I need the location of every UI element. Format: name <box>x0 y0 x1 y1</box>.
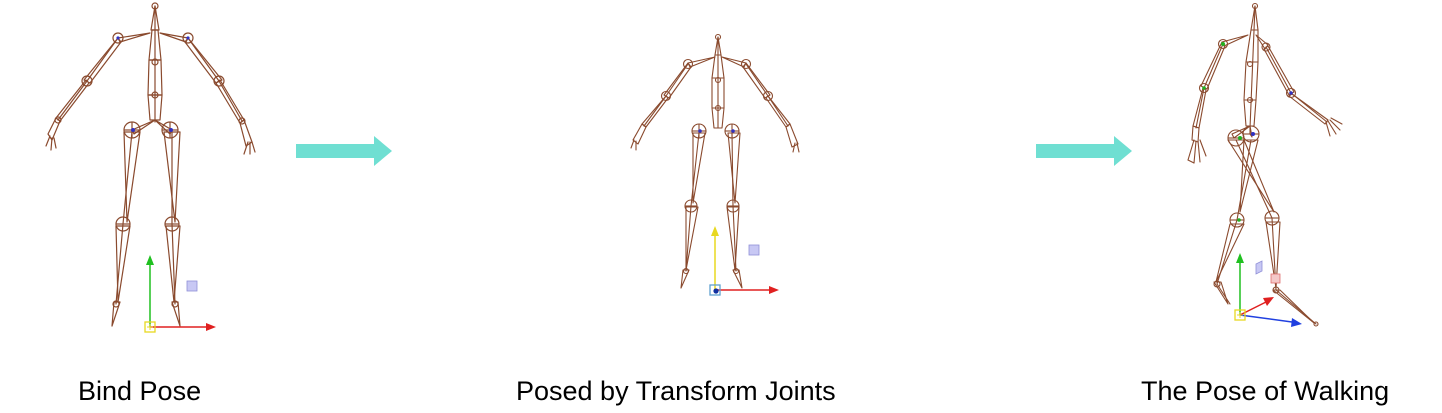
walking-joint-markers <box>1202 42 1293 222</box>
posed-transform-gizmo <box>709 226 779 296</box>
right-arrow-icon <box>296 136 392 166</box>
walking-transform-gizmo <box>1234 253 1302 327</box>
walking-right-arm <box>1255 34 1329 125</box>
bind-joint-markers <box>116 36 190 132</box>
walking-spine <box>1243 5 1259 129</box>
bind-right-hand <box>243 141 256 155</box>
walking-left-hand <box>1187 139 1207 164</box>
right-arrow-icon <box>1036 136 1132 166</box>
caption-posed-by-transform-joints: Posed by Transform Joints <box>516 376 836 406</box>
posed-left-arm <box>632 56 716 145</box>
bind-transform-gizmo <box>144 255 216 333</box>
bind-joints <box>54 2 246 308</box>
posed-legs <box>680 132 743 289</box>
posed-skeleton <box>630 33 800 289</box>
bind-spine <box>147 5 163 123</box>
caption-pose-of-walking: The Pose of Walking <box>1141 376 1390 406</box>
posed-joint-markers <box>698 129 735 133</box>
bind-left-arm <box>47 32 151 141</box>
walking-joints <box>1198 2 1319 327</box>
walking-right-leg <box>1213 139 1259 305</box>
walking-left-arm <box>1191 34 1249 143</box>
walking-right-hand <box>1325 117 1343 137</box>
posed-hands <box>630 139 800 153</box>
posed-right-arm <box>721 56 799 148</box>
bind-left-hand <box>45 135 57 151</box>
bind-right-leg <box>163 131 181 327</box>
walking-skeleton <box>1187 2 1343 327</box>
posed-joints <box>660 33 774 275</box>
bind-right-arm <box>159 32 253 147</box>
bind-pose-skeleton <box>45 2 256 327</box>
bind-left-leg <box>111 131 141 327</box>
walking-left-leg <box>1227 139 1317 325</box>
caption-bind-pose: Bind Pose <box>78 376 202 406</box>
